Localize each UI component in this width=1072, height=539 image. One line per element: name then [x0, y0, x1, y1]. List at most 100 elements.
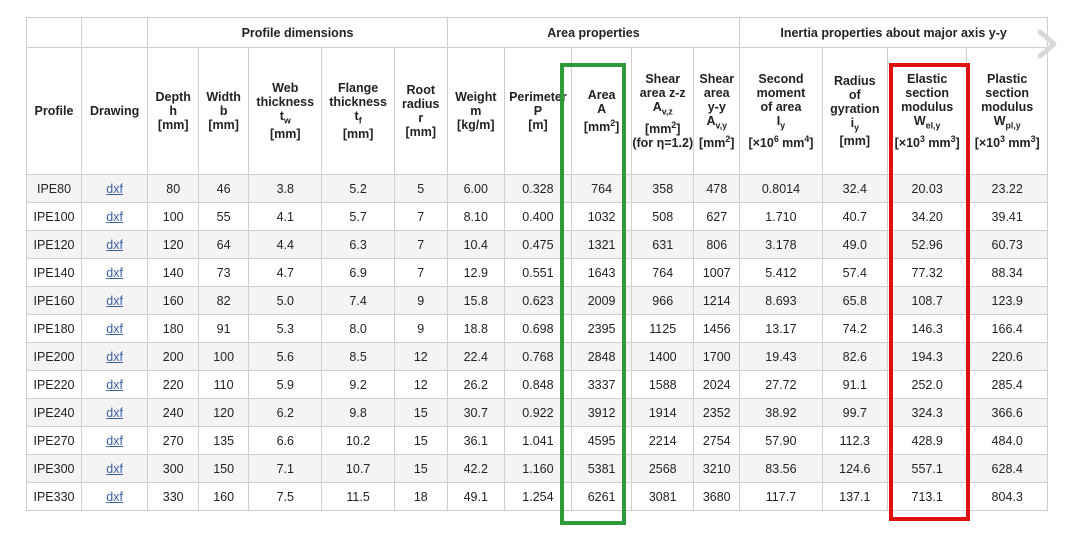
cell-width: 64 [198, 230, 250, 259]
table-row: IPE100 dxf 100 55 4.1 5.7 7 8.10 0.400 1032 508 627… [25, 202, 1048, 231]
cell-weight: 15.8 [446, 286, 505, 315]
cell-depth: 100 [147, 202, 200, 231]
col-weight: Weight m [kg/m] [446, 47, 505, 175]
cell-flange: 6.3 [321, 230, 395, 259]
cell-perimeter: 0.551 [503, 258, 573, 287]
cell-radius-gyration: 49.0 [821, 230, 888, 259]
dxf-link[interactable]: dxf [106, 237, 123, 252]
cell-shear-z: 2214 [631, 426, 695, 455]
cell-shear-z: 508 [631, 202, 695, 231]
cell-flange: 11.5 [321, 482, 395, 511]
cell-depth: 180 [147, 314, 200, 343]
table-row: IPE180 dxf 180 91 5.3 8.0 9 18.8 0.698 2395 1125 14… [25, 314, 1048, 343]
cell-weight: 6.00 [446, 174, 505, 203]
dxf-link[interactable]: dxf [106, 405, 123, 420]
table-row: IPE270 dxf 270 135 6.6 10.2 15 36.1 1.041 4595 221… [25, 426, 1048, 455]
col-second-moment: Second moment of area Iy [×106 mm4] [739, 47, 823, 175]
cell-flange: 5.7 [321, 202, 395, 231]
cell-profile: IPE200 [25, 342, 83, 371]
cell-drawing: dxf [81, 202, 149, 231]
cell-elastic: 428.9 [886, 426, 968, 455]
cell-radius-gyration: 112.3 [821, 426, 888, 455]
cell-web: 6.2 [248, 398, 323, 427]
cell-web: 4.4 [248, 230, 323, 259]
dxf-link[interactable]: dxf [106, 209, 123, 224]
cell-width: 91 [198, 314, 250, 343]
cell-shear-z: 3081 [631, 482, 695, 511]
cell-area: 1032 [571, 202, 633, 231]
cell-plastic: 484.0 [966, 426, 1048, 455]
cell-width: 100 [198, 342, 250, 371]
cell-root: 9 [393, 314, 448, 343]
table-row: IPE80 dxf 80 46 3.8 5.2 5 6.00 0.328 764 358 478 0.8… [25, 174, 1048, 203]
cell-second-moment: 3.178 [739, 230, 823, 259]
cell-perimeter: 0.400 [503, 202, 573, 231]
cell-weight: 36.1 [446, 426, 505, 455]
col-shear-area-y: Shear area y-y Av,y [mm2] [693, 47, 741, 175]
cell-root: 9 [393, 286, 448, 315]
cell-drawing: dxf [81, 398, 149, 427]
cell-drawing: dxf [81, 482, 149, 511]
chevron-right-icon[interactable] [1032, 26, 1062, 62]
cell-profile: IPE120 [25, 230, 83, 259]
cell-depth: 80 [147, 174, 200, 203]
dxf-link[interactable]: dxf [106, 293, 123, 308]
dxf-link[interactable]: dxf [106, 433, 123, 448]
cell-plastic: 166.4 [966, 314, 1048, 343]
dxf-link[interactable]: dxf [106, 265, 123, 280]
cell-perimeter: 1.041 [503, 426, 573, 455]
cell-width: 110 [198, 370, 250, 399]
dxf-link[interactable]: dxf [106, 349, 123, 364]
col-radius-gyration: Radius of gyration iy [mm] [821, 47, 888, 175]
cell-plastic: 39.41 [966, 202, 1048, 231]
cell-second-moment: 13.17 [739, 314, 823, 343]
cell-root: 7 [393, 202, 448, 231]
dxf-link[interactable]: dxf [106, 181, 123, 196]
cell-radius-gyration: 57.4 [821, 258, 888, 287]
col-perimeter: Perimeter P [m] [503, 47, 573, 175]
cell-elastic: 52.96 [886, 230, 968, 259]
cell-perimeter: 0.623 [503, 286, 573, 315]
cell-perimeter: 0.475 [503, 230, 573, 259]
cell-shear-z: 966 [631, 286, 695, 315]
cell-profile: IPE140 [25, 258, 83, 287]
cell-radius-gyration: 40.7 [821, 202, 888, 231]
col-area: Area A [mm2] [571, 47, 633, 175]
cell-shear-y: 3680 [693, 482, 741, 511]
cell-plastic: 804.3 [966, 482, 1048, 511]
cell-profile: IPE100 [25, 202, 83, 231]
cell-second-moment: 19.43 [739, 342, 823, 371]
cell-weight: 12.9 [446, 258, 505, 287]
dxf-link[interactable]: dxf [106, 461, 123, 476]
col-plastic-modulus: Plastic section modulus Wpl,y [×103 mm3] [966, 47, 1048, 175]
cell-elastic: 713.1 [886, 482, 968, 511]
cell-shear-z: 2568 [631, 454, 695, 483]
cell-shear-y: 806 [693, 230, 741, 259]
table-row: IPE140 dxf 140 73 4.7 6.9 7 12.9 0.551 1643 764 100… [25, 258, 1048, 287]
dxf-link[interactable]: dxf [106, 489, 123, 504]
cell-radius-gyration: 99.7 [821, 398, 888, 427]
cell-depth: 330 [147, 482, 200, 511]
cell-radius-gyration: 137.1 [821, 482, 888, 511]
dxf-link[interactable]: dxf [106, 321, 123, 336]
cell-depth: 220 [147, 370, 200, 399]
dxf-link[interactable]: dxf [106, 377, 123, 392]
cell-web: 7.5 [248, 482, 323, 511]
cell-depth: 300 [147, 454, 200, 483]
cell-plastic: 60.73 [966, 230, 1048, 259]
table-row: IPE300 dxf 300 150 7.1 10.7 15 42.2 1.160 5381 256… [25, 454, 1048, 483]
column-header-row: Profile Drawing Depth h [mm] Width b [mm] We… [25, 47, 1048, 175]
group-empty-2 [81, 17, 149, 48]
cell-perimeter: 0.698 [503, 314, 573, 343]
cell-perimeter: 1.254 [503, 482, 573, 511]
cell-weight: 42.2 [446, 454, 505, 483]
cell-shear-y: 2024 [693, 370, 741, 399]
cell-flange: 9.8 [321, 398, 395, 427]
cell-area: 2009 [571, 286, 633, 315]
cell-second-moment: 1.710 [739, 202, 823, 231]
section-properties-table: Profile dimensions Area properties Inert… [25, 17, 1048, 511]
cell-root: 15 [393, 398, 448, 427]
cell-flange: 8.5 [321, 342, 395, 371]
cell-profile: IPE220 [25, 370, 83, 399]
cell-width: 82 [198, 286, 250, 315]
